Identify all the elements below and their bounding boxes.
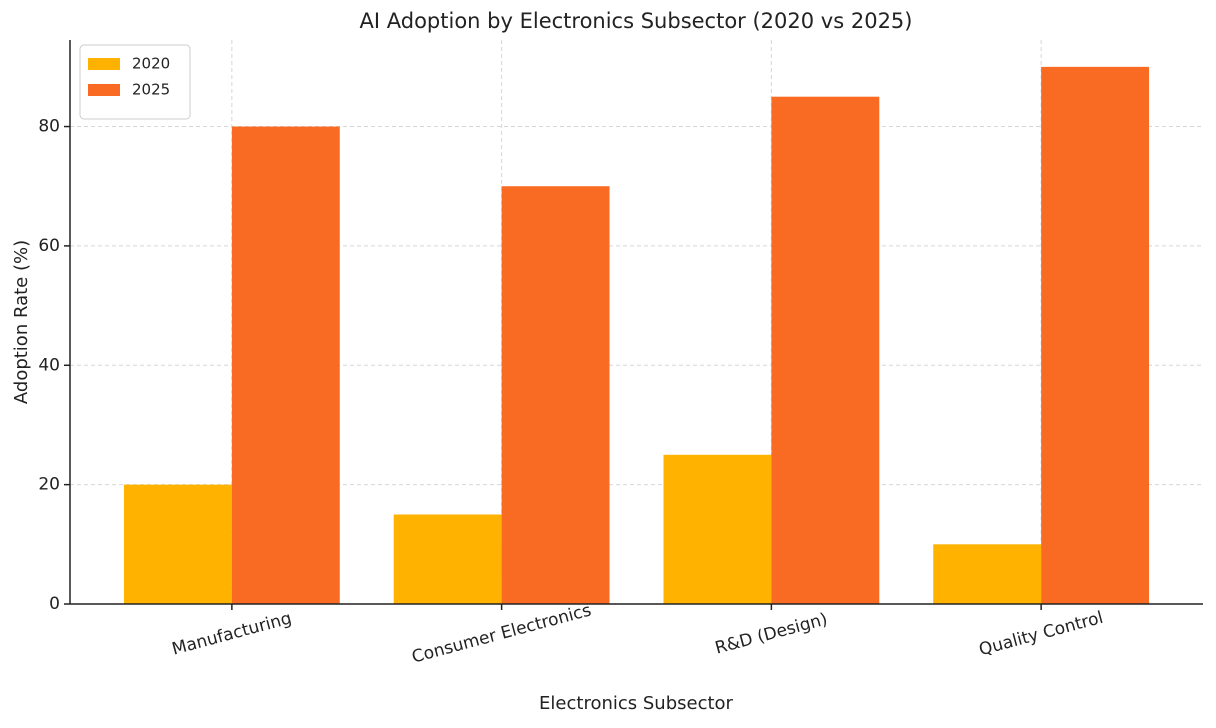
bar [1041, 66, 1150, 605]
x-tick-label: Manufacturing [170, 608, 294, 659]
y-tick-label: 0 [49, 594, 60, 614]
bar [123, 484, 232, 604]
legend-label: 2025 [132, 81, 170, 99]
legend: 2020 2025 [79, 44, 191, 120]
bar [393, 514, 502, 604]
x-tick-label: Consumer Electronics [410, 600, 594, 667]
bar [663, 454, 772, 604]
legend-label: 2020 [132, 55, 170, 73]
bar [933, 544, 1042, 604]
y-tick-label: 40 [38, 355, 60, 375]
y-axis-label: Adoption Rate (%) [11, 240, 32, 404]
bar [771, 96, 880, 604]
bars [123, 66, 1150, 605]
chart-title: AI Adoption by Electronics Subsector (20… [360, 9, 913, 33]
bar [501, 186, 610, 604]
bar [231, 126, 340, 605]
x-tick-label: R&D (Design) [713, 609, 830, 658]
y-tick-label: 60 [38, 236, 60, 256]
x-axis-label: Electronics Subsector [539, 693, 734, 714]
legend-swatch [88, 84, 120, 96]
x-tick-label: Quality Control [977, 608, 1105, 660]
y-tick-label: 20 [38, 475, 60, 495]
y-tick-label: 80 [38, 117, 60, 137]
legend-swatch [88, 58, 120, 70]
